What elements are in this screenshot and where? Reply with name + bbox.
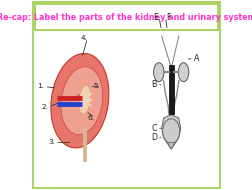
Wedge shape: [77, 102, 84, 110]
Text: C: C: [151, 124, 156, 133]
Text: 4.: 4.: [80, 35, 87, 41]
Ellipse shape: [178, 63, 188, 82]
Text: 2.: 2.: [41, 104, 48, 110]
Text: A: A: [194, 54, 199, 63]
Wedge shape: [78, 96, 86, 101]
Polygon shape: [161, 115, 180, 149]
Wedge shape: [78, 100, 86, 106]
Text: 6.: 6.: [87, 115, 94, 121]
Text: E: E: [153, 13, 158, 22]
Text: 5.: 5.: [93, 83, 100, 89]
Text: F: F: [165, 13, 170, 22]
Polygon shape: [167, 142, 174, 149]
Wedge shape: [79, 98, 87, 104]
Text: 1.: 1.: [37, 83, 44, 89]
Ellipse shape: [153, 63, 163, 82]
Text: Re-cap: Label the parts of the kidney and urinary system: Re-cap: Label the parts of the kidney an…: [0, 13, 252, 22]
Text: B: B: [151, 80, 156, 89]
Wedge shape: [77, 91, 84, 99]
FancyBboxPatch shape: [35, 4, 217, 30]
Ellipse shape: [61, 67, 102, 135]
Text: 3.: 3.: [48, 139, 55, 146]
Ellipse shape: [51, 54, 109, 148]
Ellipse shape: [162, 119, 179, 143]
Bar: [168, 65, 173, 114]
Ellipse shape: [78, 86, 90, 114]
Text: D: D: [150, 133, 156, 142]
